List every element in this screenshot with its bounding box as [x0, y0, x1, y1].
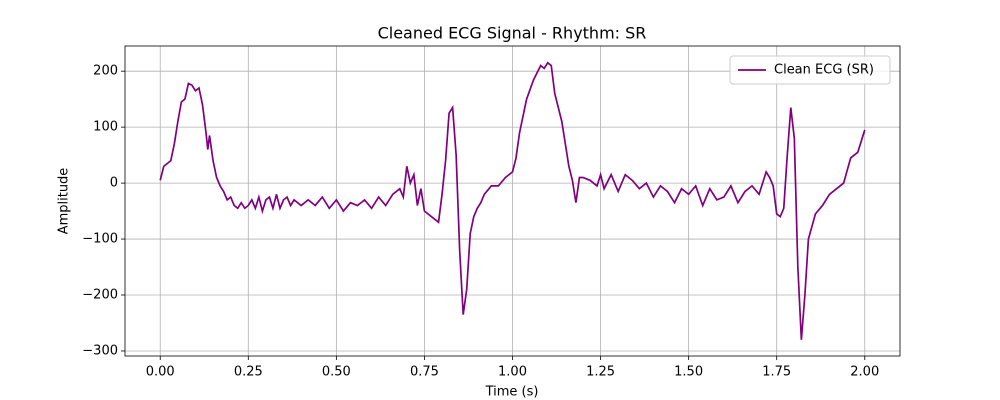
y-tick-label: 0 — [110, 176, 118, 191]
line-series — [159, 61, 866, 340]
y-tick-label: 100 — [93, 120, 118, 135]
legend-label: Clean ECG (SR) — [774, 63, 874, 78]
plot-frame — [124, 45, 901, 357]
legend-box — [729, 55, 891, 85]
x-axis-label: Time (s) — [485, 385, 539, 400]
x-tick-label: 1.75 — [762, 365, 791, 380]
chart-title: Cleaned ECG Signal - Rhythm: SR — [378, 24, 647, 43]
x-tick-label: 0.75 — [410, 365, 439, 380]
x-tick-label: 1.00 — [498, 365, 527, 380]
y-tick-label: −300 — [82, 343, 118, 358]
x-tick-label: 1.25 — [586, 365, 615, 380]
y-axis-label: Amplitude — [57, 168, 72, 235]
x-tick-label: 2.00 — [850, 365, 879, 380]
y-tick-label: 200 — [93, 64, 118, 79]
x-tick-label: 0.25 — [234, 365, 263, 380]
x-tick-label: 1.50 — [674, 365, 703, 380]
y-tick-label: −100 — [82, 232, 118, 247]
y-tick-label: −200 — [82, 288, 118, 303]
x-tick-label: 0.50 — [322, 365, 351, 380]
x-tick-label: 0.00 — [146, 365, 175, 380]
